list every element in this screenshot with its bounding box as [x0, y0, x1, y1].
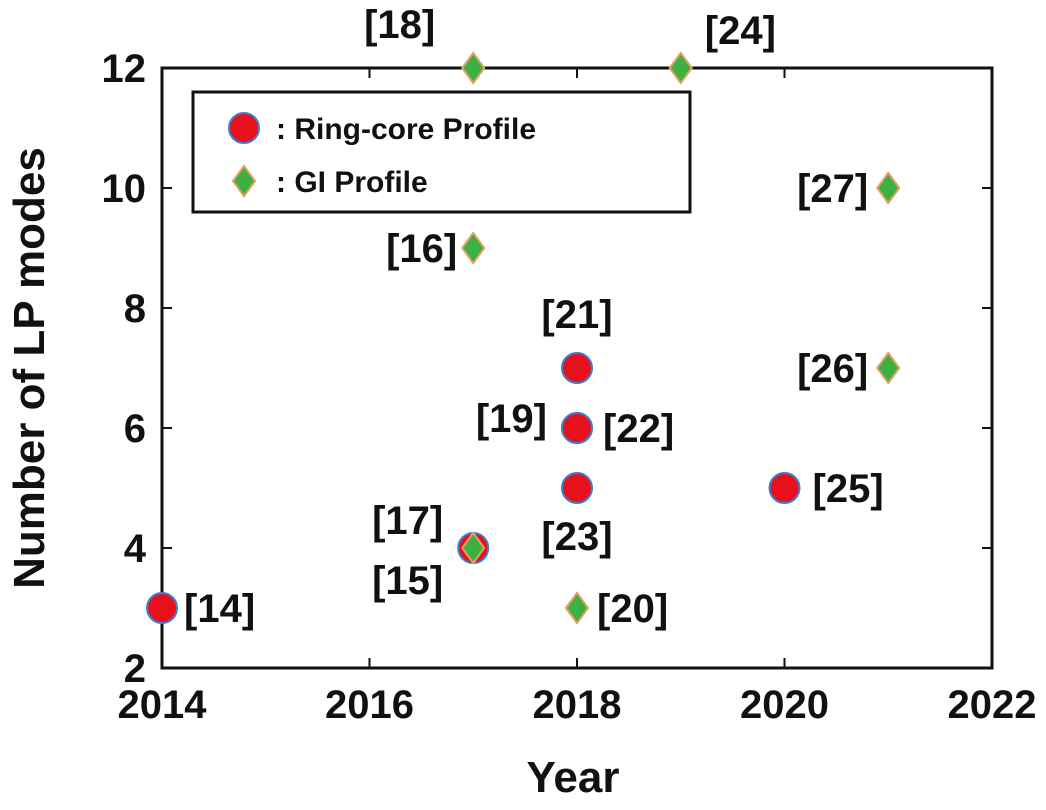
legend-diamond-marker [231, 164, 257, 198]
data-points [146, 51, 901, 625]
gi-point [876, 351, 901, 385]
gi-point [461, 51, 486, 85]
point-label: [19] [476, 397, 547, 441]
legend-circle-marker [228, 112, 260, 144]
point-label: [17] [372, 499, 443, 543]
ring-core-point [561, 352, 593, 384]
gi-point [876, 171, 901, 205]
ring-core-point [561, 472, 593, 504]
point-label: [22] [603, 407, 674, 451]
point-label: [20] [597, 587, 668, 631]
gi-point [564, 591, 590, 625]
x-axis-label: Year [527, 753, 620, 802]
point-label: [16] [386, 227, 457, 271]
legend: : Ring-core Profile : GI Profile [191, 90, 692, 214]
x-tick-label: 2022 [948, 683, 1037, 727]
x-tick-label: 2014 [118, 683, 208, 727]
x-tick-label: 2020 [740, 683, 829, 727]
gi-point [461, 231, 486, 265]
y-axis-label: Number of LP modes [5, 147, 54, 589]
y-tick-label: 10 [102, 167, 147, 211]
point-label: [24] [705, 9, 776, 53]
data-labels: [14] [15] [21] [19] [22] [23] [25] [18] [24] [16]… [184, 3, 884, 631]
gi-point [668, 51, 693, 85]
x-tick-label: 2018 [533, 683, 622, 727]
point-label: [21] [541, 293, 612, 337]
y-tick-label: 4 [124, 527, 147, 571]
axis-ticks: 2014 2016 2018 2020 2022 2 4 6 8 10 12 [102, 47, 1037, 727]
point-label: [27] [797, 167, 868, 211]
point-label: [23] [541, 515, 612, 559]
point-label: [15] [372, 559, 443, 603]
y-tick-label: 2 [124, 647, 146, 691]
legend-entry-ring-core: : Ring-core Profile [276, 113, 536, 146]
x-tick-label: 2016 [325, 683, 414, 727]
legend-box [191, 90, 692, 214]
ring-core-point [146, 592, 178, 624]
ring-core-point [561, 412, 593, 444]
point-label: [25] [813, 467, 884, 511]
legend-entry-gi: : GI Profile [276, 166, 428, 199]
point-label: [14] [184, 587, 255, 631]
y-tick-label: 12 [102, 47, 147, 91]
ring-core-point [768, 472, 801, 504]
point-label: [18] [364, 3, 435, 47]
y-tick-label: 8 [124, 287, 146, 331]
gi-point [461, 531, 486, 565]
point-label: [26] [797, 347, 868, 391]
y-tick-label: 6 [124, 407, 146, 451]
